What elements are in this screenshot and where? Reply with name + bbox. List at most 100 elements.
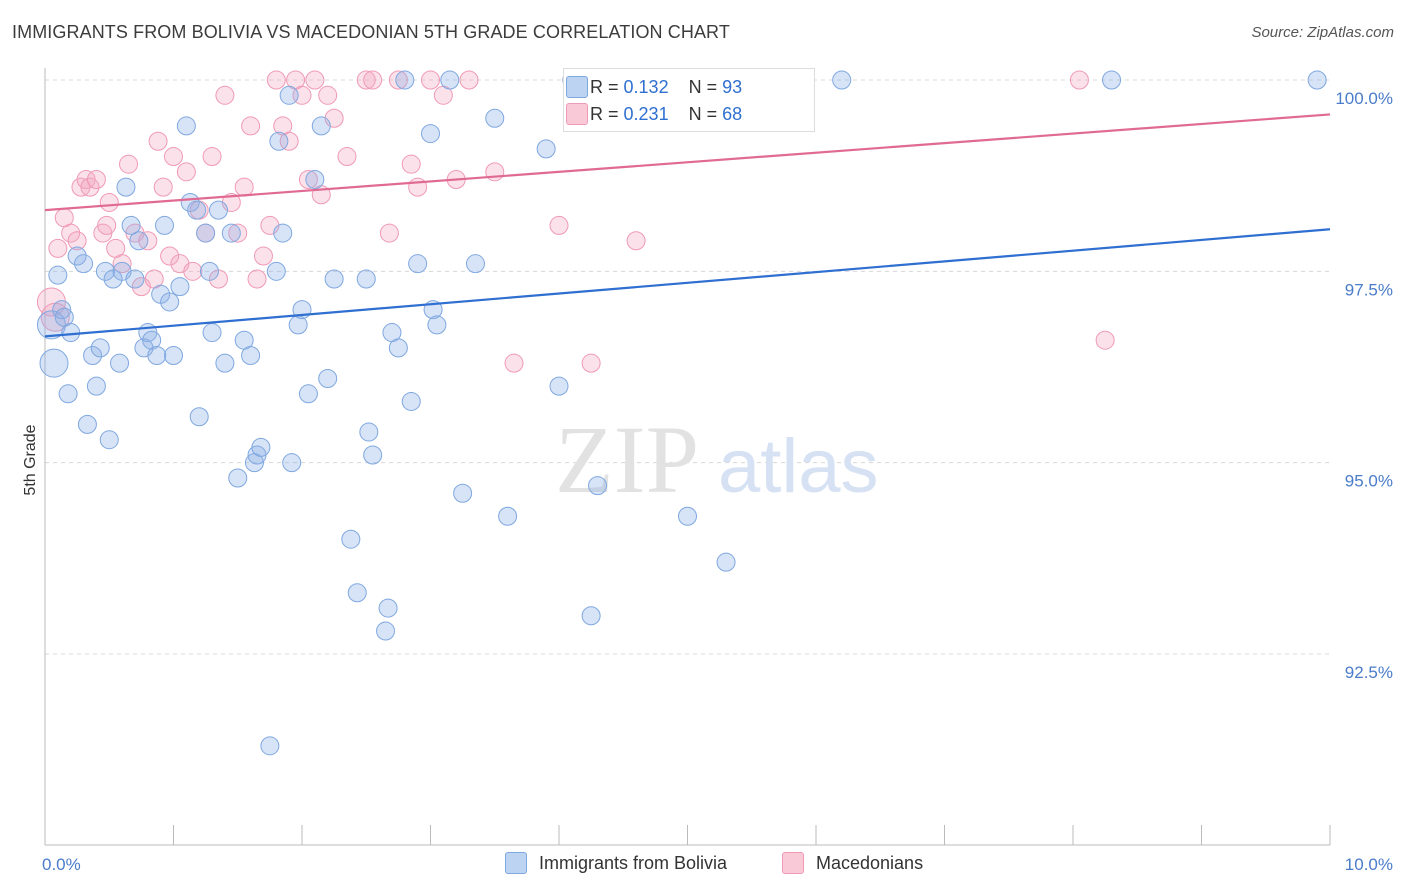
legend-r-label: R =	[590, 76, 619, 97]
bolivia-point	[48, 265, 68, 285]
bolivia-point	[90, 338, 110, 358]
bolivia-point	[269, 131, 289, 151]
bolivia-point	[298, 384, 318, 404]
bolivia-point	[311, 116, 331, 136]
macedonian-point	[234, 177, 254, 197]
chart-title: IMMIGRANTS FROM BOLIVIA VS MACEDONIAN 5T…	[12, 22, 730, 42]
macedonian-point	[318, 85, 338, 105]
bottom-legend-label-bolivia: Immigrants from Bolivia	[539, 852, 728, 873]
bolivia-point	[279, 85, 299, 105]
macedonian-point	[247, 269, 267, 289]
bolivia-point	[215, 353, 235, 373]
macedonian-point	[215, 85, 235, 105]
legend-r-bolivia: 0.132	[623, 76, 669, 97]
bolivia-point	[202, 323, 222, 343]
macedonian-trend-line	[44, 113, 1331, 212]
macedonian-point	[164, 147, 183, 167]
bolivia-point	[241, 346, 261, 366]
bolivia-point	[421, 124, 440, 144]
bolivia-point	[116, 177, 136, 197]
macedonian-point	[202, 147, 222, 167]
macedonian-point	[48, 238, 68, 258]
bolivia-point	[67, 246, 87, 266]
bolivia-point	[341, 529, 361, 549]
x-tick-labels: 0.0% 10.0%	[42, 855, 1393, 874]
macedonian-point	[549, 215, 569, 235]
macedonian-point	[626, 231, 646, 251]
bolivia-point	[273, 223, 293, 243]
bolivia-point	[716, 552, 736, 572]
macedonian-point	[241, 116, 261, 136]
bottom-legend: Immigrants from Bolivia Macedonians	[0, 852, 1406, 876]
bolivia-point	[228, 468, 248, 488]
bolivia-point	[187, 200, 207, 220]
bolivia-point	[251, 437, 271, 457]
axes	[44, 68, 1331, 846]
series-macedonians	[36, 70, 1115, 373]
bolivia-point	[39, 348, 69, 378]
bottom-legend-swatch-bolivia	[505, 852, 527, 874]
bolivia-point	[196, 223, 216, 243]
bolivia-point	[266, 261, 286, 281]
macedonian-point	[1069, 70, 1089, 90]
legend-n-bolivia: 93	[722, 76, 743, 97]
bolivia-point	[282, 453, 302, 473]
bolivia-point	[347, 583, 367, 603]
y-tick-label: 97.5%	[1345, 280, 1393, 299]
bolivia-point	[536, 139, 556, 159]
macedonian-point	[228, 223, 248, 243]
macedonian-point	[363, 70, 383, 90]
bolivia-point	[58, 384, 78, 404]
bolivia-point	[83, 346, 103, 366]
bolivia-point	[440, 70, 460, 90]
macedonian-point	[1095, 330, 1115, 350]
bolivia-point	[160, 292, 180, 312]
bolivia-point	[1307, 70, 1327, 90]
bolivia-point	[170, 277, 190, 297]
legend-swatch-macedonian	[566, 103, 588, 125]
macedonian-point	[504, 353, 524, 373]
bolivia-point	[86, 376, 106, 396]
macedonian-point	[356, 70, 376, 90]
bolivia-point	[208, 200, 228, 220]
y-tick-label: 100.0%	[1335, 89, 1393, 108]
bolivia-point	[453, 483, 473, 503]
bolivia-point	[52, 300, 72, 320]
trend-lines	[44, 113, 1331, 338]
legend-row-bolivia: R = 0.132 N = 93	[566, 75, 743, 99]
bolivia-point	[324, 269, 344, 289]
legend-row-macedonian: R = 0.231 N = 68	[566, 102, 742, 126]
bolivia-point	[189, 407, 209, 427]
macedonian-point	[279, 131, 299, 151]
bolivia-trend-line	[44, 228, 1331, 338]
macedonian-point	[99, 192, 119, 212]
macedonian-point	[421, 70, 440, 90]
macedonian-point	[379, 223, 399, 243]
bolivia-point	[74, 254, 94, 274]
macedonian-point	[298, 169, 318, 189]
bolivia-point	[121, 215, 141, 235]
bolivia-point	[1102, 70, 1122, 90]
bolivia-point	[129, 231, 149, 251]
macedonian-point	[388, 70, 408, 90]
source-label: Source: ZipAtlas.com	[1251, 24, 1394, 41]
bolivia-point	[99, 430, 119, 450]
bolivia-point	[388, 338, 408, 358]
bolivia-point	[588, 476, 608, 496]
bolivia-point	[147, 346, 167, 366]
bolivia-point	[376, 621, 396, 641]
bolivia-point	[125, 269, 145, 289]
legend-r-macedonian: 0.231	[623, 103, 669, 124]
bolivia-point	[199, 261, 219, 281]
watermark-atlas: atlas	[718, 424, 879, 509]
macedonian-point	[305, 70, 325, 90]
bolivia-point	[465, 254, 485, 274]
stats-legend: R = 0.132 N = 93 R = 0.231 N = 68	[563, 68, 815, 132]
macedonian-point	[112, 254, 132, 274]
macedonian-point	[253, 246, 273, 266]
bolivia-point	[485, 108, 505, 128]
bottom-legend-label-macedonian: Macedonians	[816, 852, 924, 873]
macedonian-point	[61, 223, 81, 243]
bolivia-point	[61, 323, 81, 343]
x-tick-label: 10.0%	[1345, 855, 1393, 874]
